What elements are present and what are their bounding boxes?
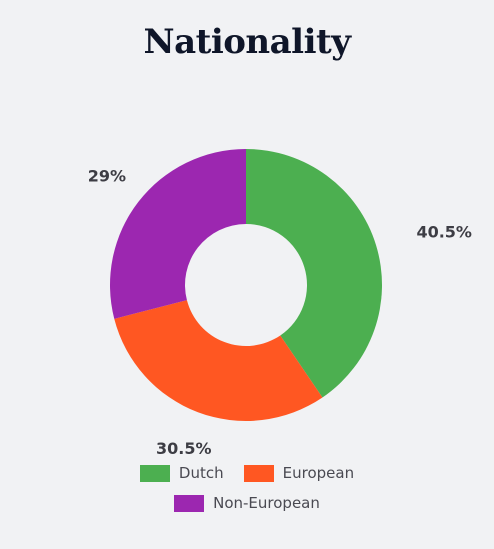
legend-item-non-european[interactable]: Non-European (174, 494, 320, 512)
slice-label-dutch: 40.5% (416, 223, 472, 242)
legend-label-european: European (282, 464, 355, 482)
legend-label-dutch: Dutch (178, 464, 224, 482)
legend-swatch-dutch (139, 464, 170, 482)
legend-row-2: Non-European (0, 494, 494, 512)
slice-european[interactable] (114, 300, 323, 421)
slice-non-european[interactable] (110, 149, 246, 319)
donut-slices (110, 149, 382, 421)
legend-item-dutch[interactable]: Dutch (139, 464, 224, 482)
slice-label-european: 30.5% (156, 439, 212, 458)
legend-swatch-non-european (174, 494, 205, 512)
legend-label-non-european: Non-European (213, 494, 320, 512)
legend-item-european[interactable]: European (243, 464, 355, 482)
slice-label-non-european: 29% (88, 167, 126, 186)
slice-dutch[interactable] (246, 149, 382, 398)
legend-swatch-european (243, 464, 274, 482)
legend-row-1: Dutch European (0, 464, 494, 482)
chart-title: Nationality (143, 22, 351, 62)
slice-labels: 40.5% 30.5% 29% (88, 167, 472, 459)
